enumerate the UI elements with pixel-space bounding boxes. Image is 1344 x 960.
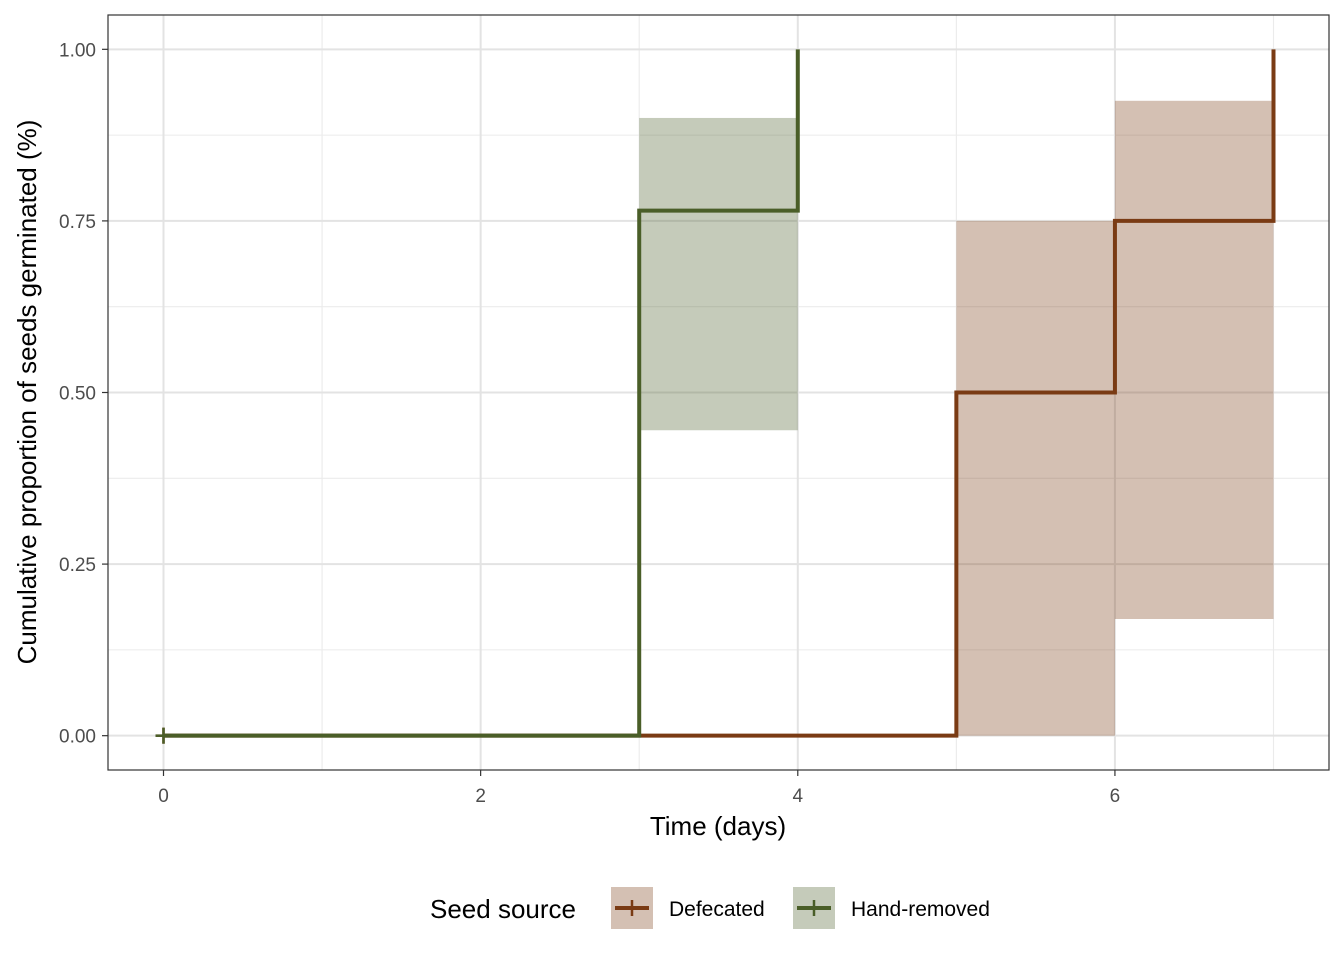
x-axis-ticks: 0 2 4 6 <box>158 770 1120 807</box>
legend-keys <box>611 887 835 929</box>
step-line <box>163 49 1276 738</box>
major-gridlines <box>108 15 1329 770</box>
y-axis-title: Cumulative proportion of seeds germinate… <box>12 120 42 665</box>
y-tick-label: 0.75 <box>59 212 96 233</box>
confidence-band <box>1114 100 1274 619</box>
y-tick-label: 0.00 <box>59 727 96 748</box>
legend-title: Seed source <box>430 894 576 924</box>
x-tick-label: 0 <box>158 786 169 807</box>
confidence-bands <box>639 100 1274 736</box>
y-tick-label: 0.50 <box>59 384 96 405</box>
y-tick-label: 0.25 <box>59 555 96 576</box>
legend: Seed source Defecated Hand-removed <box>430 887 990 929</box>
y-axis-ticks: 0.00 0.25 0.50 0.75 1.00 <box>59 40 108 748</box>
step-lines <box>163 49 1276 738</box>
x-tick-label: 4 <box>792 786 803 807</box>
y-tick-label: 1.00 <box>59 40 96 61</box>
step-line <box>163 49 800 738</box>
legend-label-defecated: Defecated <box>669 898 765 921</box>
x-axis-title: Time (days) <box>650 811 786 841</box>
confidence-band <box>639 117 798 431</box>
confidence-band <box>956 220 1115 736</box>
legend-label-hand-removed: Hand-removed <box>851 898 990 921</box>
censor-marks <box>155 727 172 744</box>
x-tick-label: 6 <box>1110 786 1121 807</box>
x-tick-label: 2 <box>475 786 486 807</box>
